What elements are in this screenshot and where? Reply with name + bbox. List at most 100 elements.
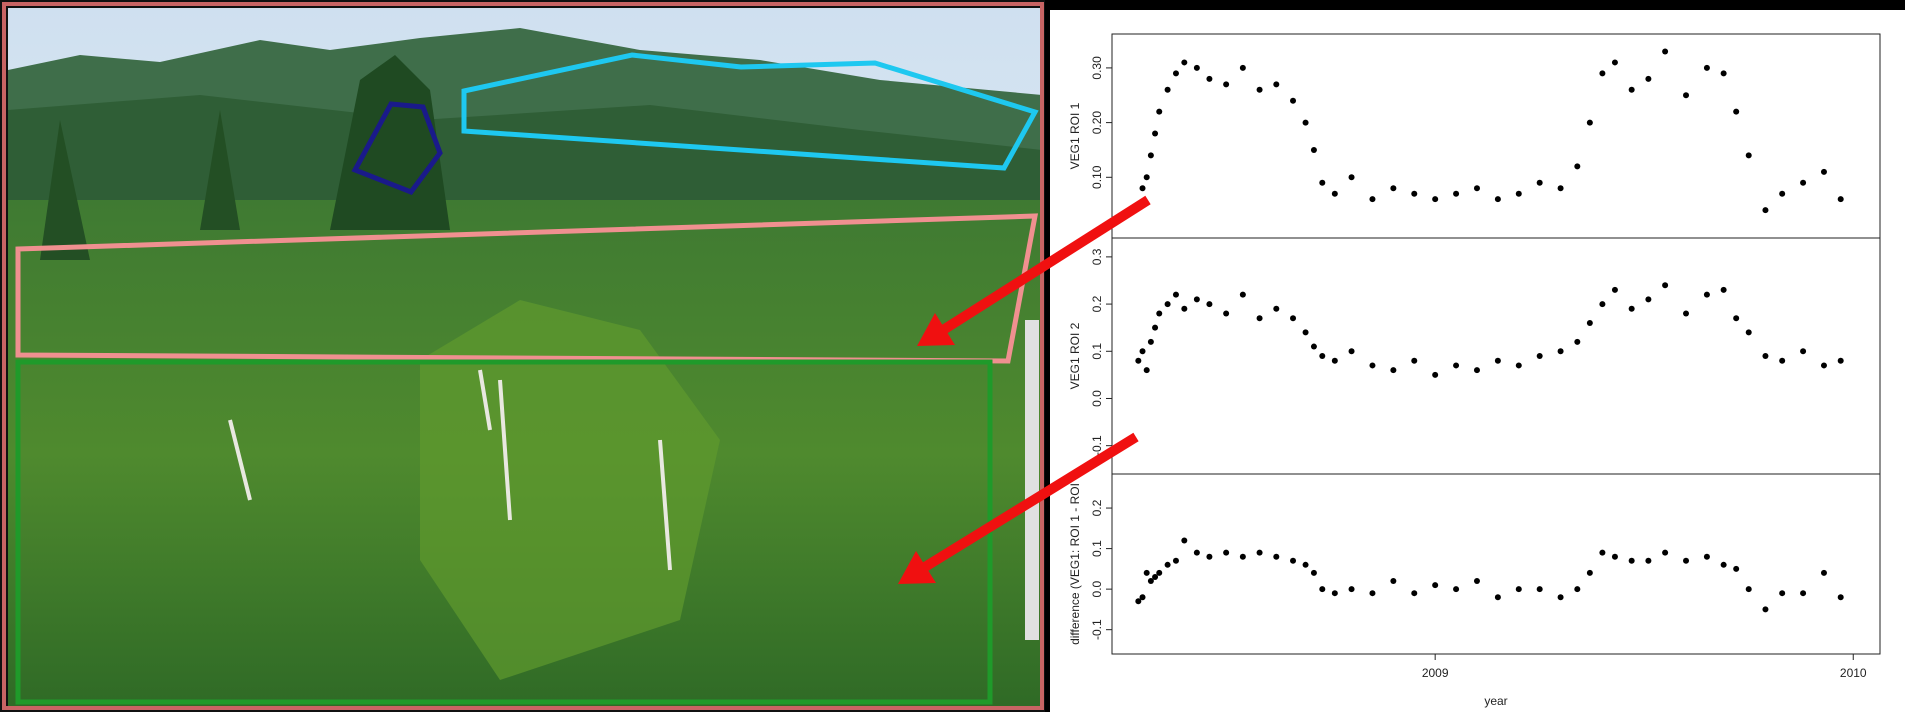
data-point [1172,70,1179,77]
data-point [1515,190,1522,197]
y-tick-label: 0.1 [1090,540,1104,557]
data-point [1390,185,1397,192]
data-point [1239,553,1246,560]
data-point [1453,190,1460,197]
plot-frame [1111,473,1881,655]
data-point [1302,561,1309,568]
data-point [1143,569,1150,576]
data-point [1820,362,1827,369]
data-point [1837,196,1844,203]
data-point [1494,357,1501,364]
data-point [1290,557,1297,564]
data-point [1193,64,1200,71]
data-point [1147,338,1154,345]
data-point [1310,569,1317,576]
data-point [1628,305,1635,312]
data-point [1290,315,1297,322]
data-point [1411,590,1418,597]
data-point [1557,594,1564,601]
data-point [1181,537,1188,544]
data-point [1473,367,1480,374]
data-point [1273,81,1280,88]
data-point [1223,310,1230,317]
data-point [1762,353,1769,359]
y-tick-label: 0.20 [1090,111,1104,135]
data-point [1779,357,1786,364]
data-point [1319,353,1326,359]
data-point [1733,315,1740,322]
data-point [1720,286,1727,293]
data-point [1645,296,1652,303]
x-axis-label: year [1484,694,1507,708]
y-tick-label: -0.1 [1090,435,1104,456]
data-point [1273,305,1280,312]
data-point [1411,357,1418,364]
data-point [1143,174,1150,181]
data-point [1515,362,1522,369]
data-point [1645,75,1652,82]
data-point [1611,59,1618,66]
data-point [1239,64,1246,71]
data-point [1515,586,1522,593]
data-point [1586,569,1593,576]
data-point [1310,343,1317,350]
y-axis-label: VEG1 ROI 1 [1068,102,1082,169]
data-point [1331,357,1338,364]
data-point [1683,310,1690,317]
data-point [1557,348,1564,355]
data-point [1453,362,1460,369]
data-point [1586,119,1593,126]
data-point [1147,152,1154,159]
data-point [1662,48,1669,55]
data-point [1574,586,1581,593]
data-point [1181,59,1188,66]
y-tick-label: 0.2 [1090,499,1104,516]
data-point [1800,179,1807,186]
arrows [898,195,1151,584]
data-point [1256,86,1263,93]
data-point [1432,196,1439,203]
data-point [1390,578,1397,585]
data-point [1837,357,1844,364]
chart-background [1050,10,1905,712]
data-point [1574,163,1581,170]
data-point [1628,557,1635,564]
data-point [1156,569,1163,576]
data-point [1164,301,1171,308]
data-point [1800,348,1807,355]
data-point [1156,108,1163,115]
data-point [1369,196,1376,203]
data-point [1494,594,1501,601]
data-point [1762,207,1769,214]
data-point [1662,549,1669,556]
data-point [1193,549,1200,556]
data-point [1611,553,1618,560]
data-point [1779,590,1786,597]
data-point [1733,565,1740,572]
data-point [1143,367,1150,374]
data-point [1152,324,1159,331]
data-point [1820,569,1827,576]
y-tick-label: 0.2 [1090,295,1104,312]
data-point [1206,301,1213,308]
data-point [1820,168,1827,175]
x-tick-label: 2009 [1422,666,1449,680]
data-point [1703,291,1710,298]
data-point [1536,179,1543,186]
data-point [1745,586,1752,593]
data-point [1586,319,1593,326]
data-point [1135,357,1142,364]
photo [0,0,1045,712]
data-point [1703,553,1710,560]
data-point [1156,310,1163,317]
data-point [1837,594,1844,601]
data-point [1164,561,1171,568]
data-point [1745,152,1752,159]
data-point [1432,582,1439,589]
data-point [1302,329,1309,336]
data-point [1369,590,1376,597]
data-point [1733,108,1740,115]
data-point [1223,81,1230,88]
